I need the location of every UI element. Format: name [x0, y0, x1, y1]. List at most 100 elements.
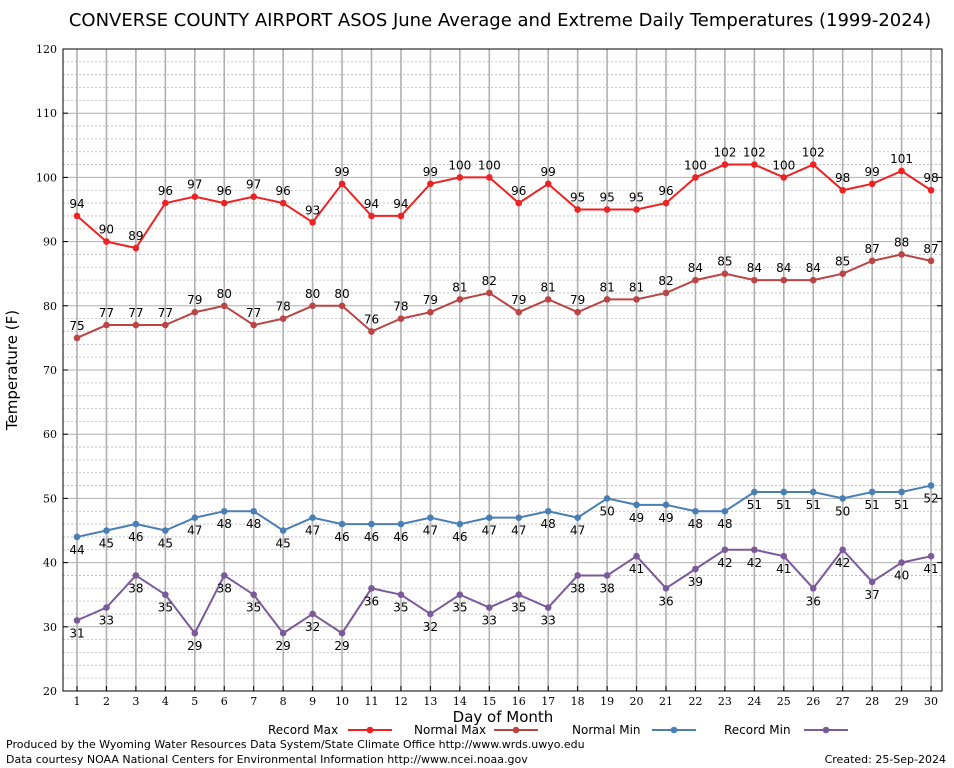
x-tick-label: 2 — [103, 695, 110, 708]
normal-max-data-label: 80 — [334, 287, 349, 301]
chart-title: CONVERSE COUNTY AIRPORT ASOS June Averag… — [69, 10, 931, 31]
record-min-point — [751, 546, 758, 554]
y-tick-label: 90 — [43, 236, 57, 249]
record-max-data-label: 93 — [305, 203, 320, 217]
x-tick-label: 23 — [718, 695, 732, 708]
normal-max-line — [76, 253, 932, 339]
normal-min-data-label: 47 — [570, 524, 585, 538]
x-tick-label: 6 — [221, 695, 228, 708]
x-tick-label: 3 — [132, 695, 139, 708]
normal-min-data-label: 47 — [482, 524, 497, 538]
record-max-point — [162, 199, 169, 207]
record-max-data-label: 89 — [128, 229, 143, 243]
normal-min-point — [191, 514, 199, 521]
y-axis-label: Temperature (F) — [3, 310, 21, 431]
record-max-point — [191, 193, 199, 200]
record-min-data-label: 33 — [482, 614, 497, 628]
normal-max-point — [839, 270, 846, 278]
normal-max-point — [162, 321, 169, 329]
normal-min-point — [397, 520, 405, 528]
normal-max-data-label: 82 — [658, 274, 673, 288]
record-min-point — [633, 552, 640, 560]
record-min-data-label: 39 — [688, 575, 703, 589]
y-tick-label: 60 — [43, 428, 57, 441]
record-min-data-label: 42 — [717, 556, 732, 570]
record-max-point — [809, 161, 817, 168]
normal-min-data-label: 51 — [894, 498, 909, 512]
normal-min-data-label: 46 — [364, 530, 379, 544]
record-max-data-label: 97 — [246, 178, 261, 192]
record-min-point — [486, 604, 493, 611]
x-tick-label: 8 — [280, 695, 287, 708]
record-max-point — [132, 244, 140, 252]
normal-min-point — [515, 514, 523, 521]
record-min-point — [427, 610, 434, 618]
normal-max-data-label: 78 — [393, 300, 408, 314]
record-max-data-label: 96 — [158, 184, 173, 198]
normal-max-data-label: 78 — [276, 300, 291, 314]
record-min-point — [574, 572, 581, 579]
normal-max-point — [132, 321, 140, 329]
record-min-data-label: 38 — [599, 581, 614, 595]
record-max-data-label: 94 — [393, 197, 408, 211]
normal-max-point — [633, 296, 640, 303]
record-max-data-label: 99 — [334, 165, 349, 179]
record-max-data-label: 99 — [865, 165, 880, 179]
normal-min-point — [73, 533, 81, 541]
record-max-data-label: 100 — [478, 158, 501, 172]
record-max-point — [603, 206, 611, 213]
record-min-data-label: 32 — [423, 620, 438, 634]
normal-min-data-label: 44 — [69, 543, 84, 557]
record-min-data-label: 42 — [835, 556, 850, 570]
record-min-point — [662, 584, 670, 592]
normal-min-data-label: 49 — [658, 511, 673, 525]
record-max-data-label: 102 — [743, 146, 766, 160]
record-max-data-label: 98 — [835, 171, 850, 185]
record-max-data-label: 95 — [570, 191, 585, 205]
record-max-point — [515, 199, 523, 207]
record-min-point — [515, 591, 523, 598]
x-tick-label: 21 — [659, 695, 673, 708]
normal-min-point — [662, 501, 670, 509]
normal-max-point — [220, 302, 228, 310]
record-max-point — [751, 161, 758, 168]
normal-max-point — [427, 308, 434, 316]
normal-max-data-label: 80 — [217, 287, 232, 301]
normal-max-data-label: 79 — [511, 293, 526, 307]
record-max-point — [309, 219, 316, 226]
y-tick-label: 40 — [43, 557, 57, 570]
legend-label-record-min: Record Min — [724, 723, 791, 737]
record-max-data-label: 101 — [890, 152, 913, 166]
record-max-data-label: 102 — [713, 146, 736, 160]
record-min-data-label: 32 — [305, 620, 320, 634]
y-tick-label: 100 — [36, 171, 57, 184]
normal-min-data-label: 50 — [599, 504, 614, 518]
normal-max-point — [456, 296, 464, 303]
normal-max-point — [809, 276, 817, 284]
normal-min-data-label: 45 — [99, 537, 114, 551]
record-max-data-label: 96 — [276, 184, 291, 198]
record-min-data-label: 41 — [629, 562, 644, 576]
normal-min-point — [338, 520, 346, 528]
x-tick-label: 28 — [865, 695, 879, 708]
record-min-point — [73, 617, 81, 624]
record-min-point — [692, 565, 699, 573]
normal-max-data-label: 77 — [158, 306, 173, 320]
x-tick-label: 22 — [688, 695, 702, 708]
normal-max-data-label: 81 — [452, 280, 467, 294]
record-max-point — [544, 180, 552, 188]
record-min-data-label: 31 — [69, 626, 84, 640]
record-min-point — [191, 629, 199, 637]
normal-min-data-label: 46 — [452, 530, 467, 544]
normal-min-data-label: 48 — [246, 517, 261, 531]
record-min-point — [780, 552, 788, 560]
x-tick-label: 10 — [335, 695, 349, 708]
record-max-data-label: 98 — [923, 171, 938, 185]
normal-min-point — [809, 488, 817, 496]
record-max-point — [927, 186, 935, 194]
x-tick-label: 1 — [74, 695, 81, 708]
x-tick-label: 13 — [423, 695, 437, 708]
normal-min-point — [751, 488, 758, 496]
x-tick-label: 26 — [806, 695, 820, 708]
